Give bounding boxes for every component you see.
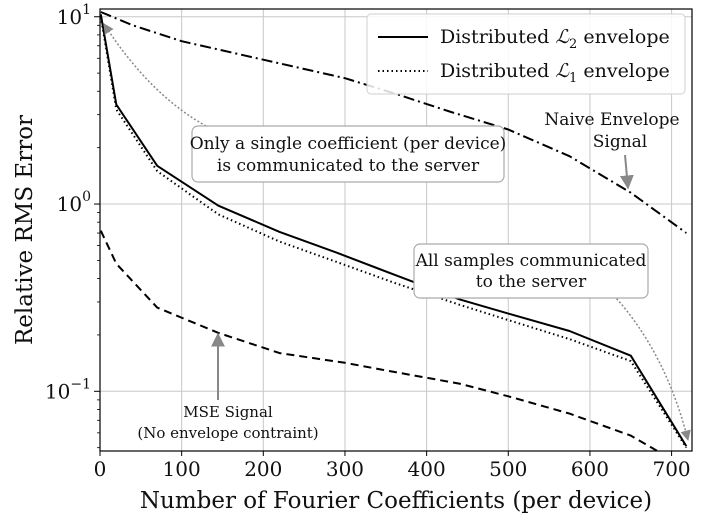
annotation-arrow-all-samples bbox=[584, 267, 691, 442]
y-axis-label: Relative RMS Error bbox=[12, 115, 38, 345]
annotation-all-samples: All samples communicated to the server bbox=[413, 243, 691, 442]
x-tick-label: 300 bbox=[326, 457, 364, 481]
annotation-text-mse-2: (No envelope contraint) bbox=[137, 424, 318, 442]
annotation-text-single-coefficient-1: Only a single coefficient (per device) bbox=[190, 134, 507, 154]
y-tick-label: 101 bbox=[57, 2, 91, 29]
annotation-arrow-naive bbox=[619, 154, 634, 190]
series-mse-signal-line bbox=[100, 230, 660, 451]
annotation-text-single-coefficient-2: is communicated to the server bbox=[217, 156, 480, 176]
x-tick-label: 700 bbox=[652, 457, 690, 481]
annotation-single-coefficient: Only a single coefficient (per device) i… bbox=[103, 23, 507, 183]
x-tick-label: 600 bbox=[571, 457, 609, 481]
annotation-text-mse-1: MSE Signal bbox=[183, 403, 273, 421]
x-tick-label: 100 bbox=[163, 457, 201, 481]
x-axis-label: Number of Fourier Coefficients (per devi… bbox=[140, 488, 652, 514]
y-tick-label: 100 bbox=[57, 189, 91, 216]
y-axis-ticks: 10−1 100 101 bbox=[45, 2, 100, 449]
legend-box bbox=[366, 13, 686, 95]
annotation-text-naive-1: Naive Envelope bbox=[544, 110, 679, 130]
x-tick-label: 400 bbox=[408, 457, 446, 481]
annotation-text-all-samples-2: to the server bbox=[476, 272, 587, 292]
annotation-text-all-samples-1: All samples communicated bbox=[415, 251, 647, 271]
annotation-text-naive-2: Signal bbox=[593, 132, 648, 152]
annotation-naive-envelope: Naive Envelope Signal bbox=[544, 110, 680, 190]
series-l2-envelope-line bbox=[100, 14, 688, 447]
series-l1-envelope-line bbox=[100, 16, 688, 449]
legend: Distributed ℒ2 envelope Distributed ℒ1 e… bbox=[366, 13, 686, 95]
annotation-box-all-samples bbox=[413, 243, 649, 299]
legend-label-l1: Distributed ℒ1 envelope bbox=[440, 60, 670, 86]
y-tick-label: 10−1 bbox=[45, 376, 91, 403]
annotation-mse-signal: MSE Signal (No envelope contraint) bbox=[137, 332, 319, 442]
x-axis-ticks: 0 100 200 300 400 500 600 700 bbox=[94, 451, 691, 481]
legend-label-l2: Distributed ℒ2 envelope bbox=[440, 26, 670, 52]
plot-area-frame bbox=[99, 8, 693, 452]
x-tick-label: 200 bbox=[244, 457, 282, 481]
annotation-box-single-coefficient bbox=[191, 125, 505, 183]
x-tick-label: 500 bbox=[489, 457, 527, 481]
x-tick-label: 0 bbox=[94, 457, 107, 481]
